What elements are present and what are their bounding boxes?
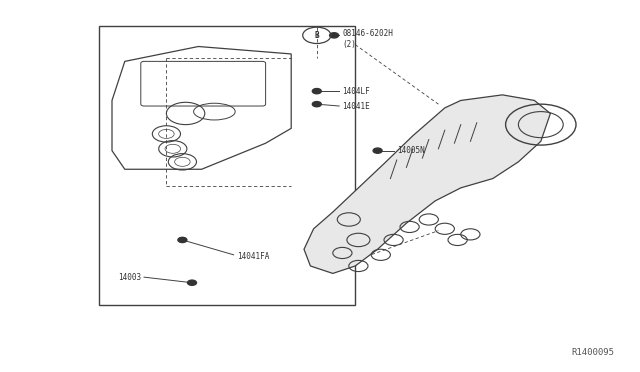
Text: 14041FA: 14041FA (237, 252, 269, 261)
Polygon shape (304, 95, 550, 273)
Bar (99, 26, 355, 305)
Circle shape (330, 33, 339, 38)
Circle shape (373, 148, 382, 153)
Text: 14005N: 14005N (397, 146, 424, 155)
Text: 08146-6202H
(2): 08146-6202H (2) (342, 29, 393, 49)
Text: 14003: 14003 (118, 273, 141, 282)
Text: B: B (314, 31, 319, 40)
Circle shape (312, 89, 321, 94)
Text: R1400095: R1400095 (572, 348, 614, 357)
Circle shape (312, 102, 321, 107)
Text: 14041E: 14041E (342, 102, 370, 110)
Text: 1404LF: 1404LF (342, 87, 370, 96)
Circle shape (188, 280, 196, 285)
Circle shape (178, 237, 187, 243)
